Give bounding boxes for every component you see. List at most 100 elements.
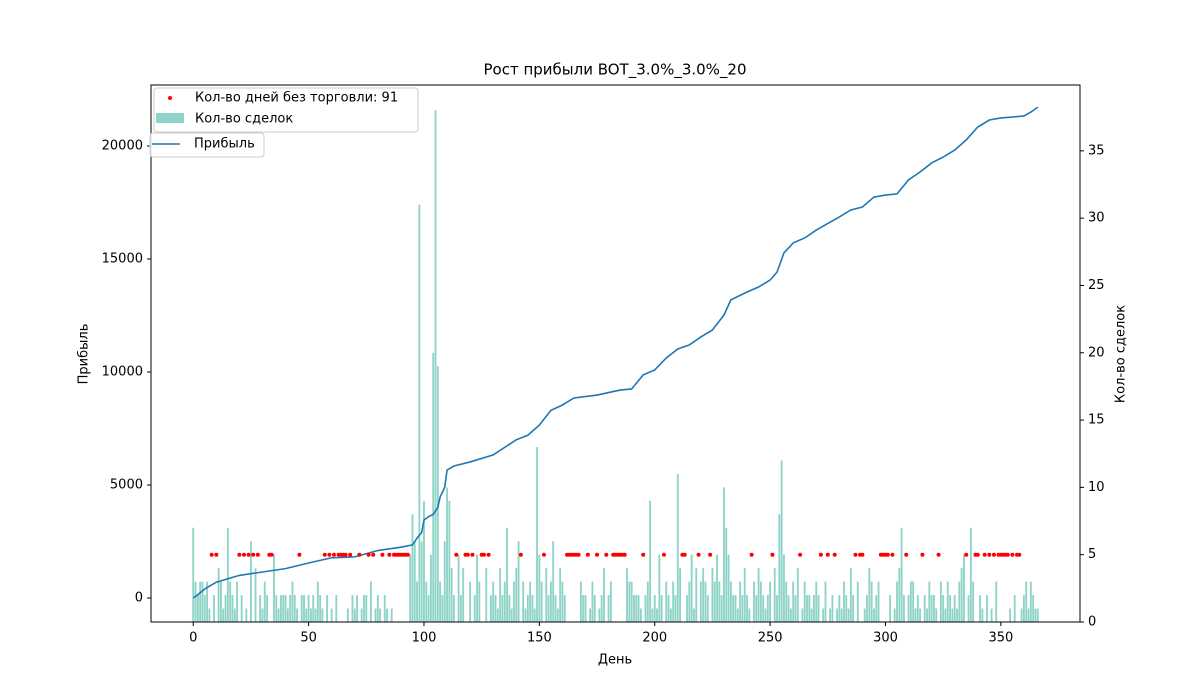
bar bbox=[219, 581, 222, 622]
bar bbox=[326, 595, 328, 622]
y2-tick-label: 30 bbox=[1088, 211, 1105, 226]
dot bbox=[585, 552, 590, 557]
dot bbox=[371, 552, 376, 557]
bar bbox=[953, 595, 956, 622]
bar bbox=[314, 608, 317, 622]
bar bbox=[979, 595, 982, 622]
bar bbox=[579, 581, 582, 622]
bar bbox=[284, 595, 287, 622]
bar bbox=[418, 204, 421, 622]
bar bbox=[815, 581, 818, 622]
y2-tick-label: 0 bbox=[1088, 615, 1096, 630]
bar bbox=[556, 608, 559, 622]
bar bbox=[769, 581, 772, 622]
bar bbox=[838, 595, 841, 622]
bar bbox=[981, 608, 984, 622]
bar bbox=[254, 568, 257, 622]
dot bbox=[465, 552, 470, 557]
dot bbox=[975, 552, 980, 557]
y2-tick-label: 20 bbox=[1088, 345, 1105, 360]
bar bbox=[282, 595, 285, 622]
bar bbox=[743, 568, 746, 622]
bar bbox=[374, 608, 377, 622]
bar bbox=[739, 581, 742, 622]
dot bbox=[604, 552, 609, 557]
bar bbox=[764, 608, 767, 622]
bar bbox=[1009, 608, 1012, 622]
bar bbox=[944, 608, 947, 622]
bar bbox=[303, 595, 305, 622]
bar bbox=[515, 568, 518, 622]
dot bbox=[481, 552, 486, 557]
bar bbox=[194, 581, 197, 622]
dot bbox=[749, 552, 754, 557]
bar bbox=[249, 541, 252, 622]
dot bbox=[798, 552, 803, 557]
bar bbox=[201, 581, 204, 622]
x-tick-label: 350 bbox=[988, 631, 1013, 646]
bar bbox=[229, 581, 232, 622]
x-tick-label: 100 bbox=[412, 631, 437, 646]
bar bbox=[808, 595, 811, 622]
bar bbox=[206, 581, 208, 622]
bar bbox=[563, 595, 566, 622]
bar bbox=[723, 487, 725, 622]
y2-tick-label: 35 bbox=[1088, 143, 1105, 158]
bar bbox=[423, 500, 425, 622]
bar bbox=[630, 581, 633, 622]
bar bbox=[759, 581, 762, 622]
bar bbox=[660, 595, 663, 622]
bar bbox=[863, 608, 866, 622]
bar bbox=[321, 608, 324, 622]
bar bbox=[836, 608, 838, 622]
bar bbox=[644, 595, 647, 622]
bar bbox=[593, 595, 596, 622]
dot bbox=[454, 552, 459, 557]
bar bbox=[639, 608, 642, 622]
bar bbox=[1025, 581, 1028, 622]
dot bbox=[327, 552, 332, 557]
dot bbox=[622, 552, 627, 557]
bar bbox=[900, 527, 903, 622]
dot bbox=[322, 552, 327, 557]
bar bbox=[222, 608, 225, 622]
bar bbox=[603, 568, 605, 622]
bar bbox=[506, 527, 508, 622]
bar bbox=[549, 581, 552, 622]
bar bbox=[536, 446, 538, 622]
dot bbox=[1005, 552, 1010, 557]
bar bbox=[531, 595, 534, 622]
bar bbox=[429, 554, 432, 622]
y2-tick-label: 25 bbox=[1088, 278, 1105, 293]
bar bbox=[289, 595, 292, 622]
y-tick-label: 10000 bbox=[102, 364, 143, 379]
dot bbox=[297, 552, 302, 557]
dot bbox=[331, 552, 336, 557]
bar bbox=[679, 568, 682, 622]
bar bbox=[279, 595, 282, 622]
bar bbox=[485, 568, 488, 622]
bar bbox=[969, 527, 972, 622]
bar bbox=[840, 608, 843, 622]
dot bbox=[818, 552, 823, 557]
bar bbox=[845, 595, 848, 622]
bar bbox=[637, 595, 640, 622]
bar bbox=[517, 541, 520, 622]
bar bbox=[300, 595, 303, 622]
bar bbox=[870, 581, 873, 622]
bar bbox=[266, 595, 268, 622]
bar bbox=[457, 554, 460, 622]
bar bbox=[436, 366, 439, 622]
dot bbox=[269, 552, 274, 557]
bar bbox=[916, 595, 919, 622]
bar bbox=[441, 595, 444, 622]
bar bbox=[856, 581, 859, 622]
bar bbox=[852, 595, 855, 622]
bar bbox=[554, 595, 557, 622]
dot bbox=[1010, 552, 1015, 557]
bar bbox=[699, 581, 702, 622]
dot bbox=[641, 552, 646, 557]
bar bbox=[919, 608, 922, 622]
dot bbox=[595, 552, 600, 557]
bar bbox=[787, 595, 790, 622]
